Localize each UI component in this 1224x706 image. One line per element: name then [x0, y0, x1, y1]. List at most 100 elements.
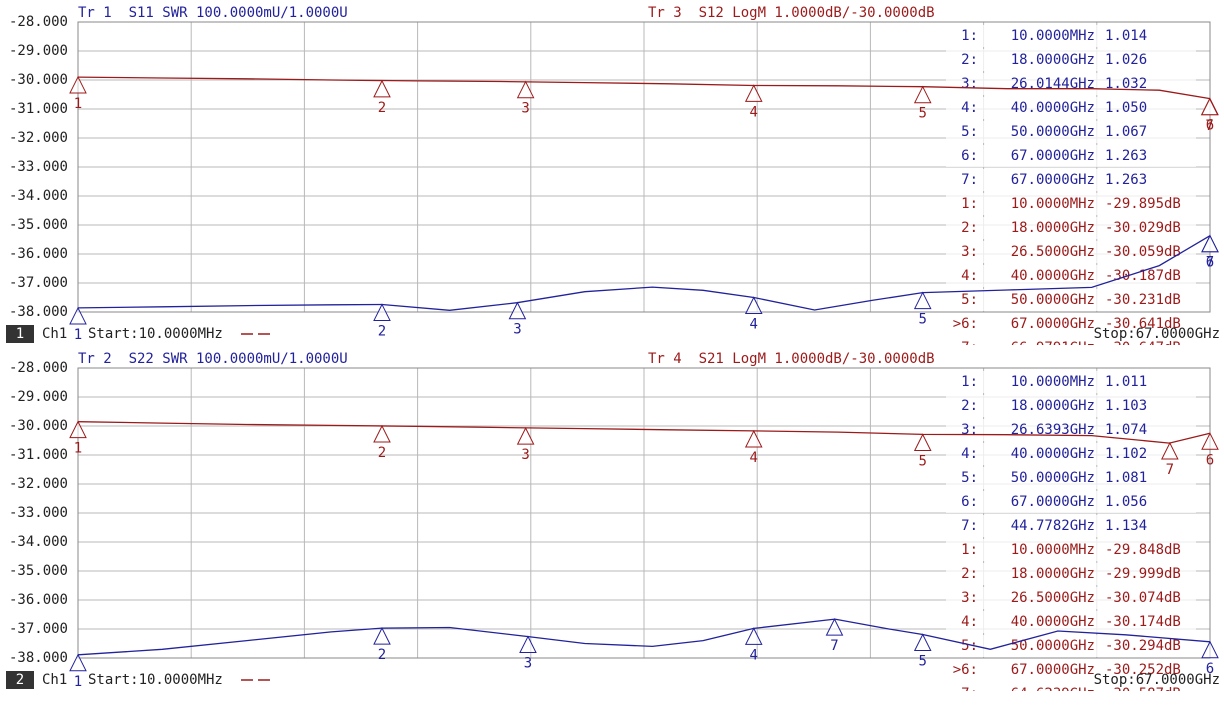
channel-window: -28.000 -29.000 -30.000 -31.000 -32.000 -33.0…: [6, 5, 1220, 345]
table-row-bg: [946, 313, 1196, 335]
marker-value: -30.231dB: [1105, 292, 1181, 308]
marker-value: 1.263: [1105, 148, 1147, 164]
marker-triangle: [69, 653, 87, 672]
window-badge: [6, 325, 34, 343]
table-row-bg: [946, 49, 1196, 71]
table-row-bg: [946, 683, 1196, 691]
marker-index: 7:: [961, 686, 978, 702]
marker-value: 1.074: [1105, 422, 1147, 438]
marker-value: 1.056: [1105, 494, 1147, 510]
table-row-bg: [946, 241, 1196, 263]
marker-frequency: 67.0000GHz: [1011, 148, 1095, 164]
marker-triangle: [69, 420, 87, 439]
marker-value: -30.294dB: [1105, 638, 1181, 654]
y-tick-label: -32.000: [9, 130, 68, 146]
marker-frequency: 50.0000GHz: [1011, 124, 1095, 140]
y-tick-label: -29.000: [9, 43, 68, 59]
marker-triangle: [913, 633, 932, 652]
marker-triangle: [373, 627, 391, 645]
marker-label: 3: [513, 322, 521, 338]
marker-triangle: [516, 80, 535, 99]
marker-index: 4:: [961, 614, 978, 630]
y-tick-label: -28.000: [9, 14, 68, 30]
marker-triangle: [69, 75, 87, 94]
marker-value: -30.074dB: [1105, 590, 1181, 606]
marker-frequency: 64.6239GHz: [1011, 686, 1095, 702]
table-row-bg: [946, 217, 1196, 239]
marker-index: 3:: [961, 422, 978, 438]
marker-value: 1.014: [1105, 28, 1147, 44]
marker-label: 5: [919, 312, 927, 328]
marker-index: 1:: [961, 542, 978, 558]
channel-window: -28.000 -29.000 -30.000 -31.000 -32.000 -33.0…: [6, 351, 1220, 702]
y-tick-label: -30.000: [9, 72, 68, 88]
marker-index: 2:: [961, 398, 978, 414]
trace-header: Tr 1 S11 SWR 100.0000mU/1.0000U: [78, 5, 348, 21]
plot-frame: [77, 21, 1211, 313]
marker-index: 1:: [961, 374, 978, 390]
marker-index: 1:: [961, 196, 978, 212]
marker-frequency: 26.6393GHz: [1011, 422, 1095, 438]
marker-value: -30.641dB: [1105, 316, 1181, 332]
channel-label: Ch1: [42, 326, 67, 342]
marker-frequency: 40.0000GHz: [1011, 614, 1095, 630]
table-row-bg: [946, 563, 1196, 585]
window-number: 1: [16, 326, 24, 342]
y-tick-label: -29.000: [9, 389, 68, 405]
marker-label: 4: [750, 104, 758, 120]
marker-value: 1.103: [1105, 398, 1147, 414]
table-row-bg: [946, 587, 1196, 609]
marker-index: 3:: [961, 590, 978, 606]
marker-label: 7: [1206, 255, 1214, 271]
marker-frequency: 26.5000GHz: [1011, 590, 1095, 606]
trace: [77, 76, 1211, 100]
marker-index: 1:: [961, 28, 978, 44]
marker-frequency: 40.0000GHz: [1011, 268, 1095, 284]
marker-triangle: [913, 291, 932, 310]
y-tick-label: -34.000: [9, 534, 68, 550]
table-row-bg: [946, 193, 1196, 215]
marker-frequency: 40.0000GHz: [1011, 100, 1095, 116]
marker-index: 7:: [961, 518, 978, 534]
marker-label: 1: [74, 327, 82, 343]
marker-label: 2: [378, 100, 386, 116]
marker-triangle: [1161, 441, 1179, 460]
marker-triangle: [744, 429, 763, 448]
trace-header: Tr 4 S21 LogM 1.0000dB/-30.0000dB: [648, 351, 935, 367]
start-frequency: Start:10.0000MHz: [88, 326, 223, 342]
marker-index: >6:: [953, 316, 978, 332]
marker-label: 7: [1205, 118, 1213, 134]
marker-label: 2: [378, 445, 386, 461]
marker-triangle: [913, 85, 932, 104]
marker-value: -29.999dB: [1105, 566, 1181, 582]
table-row-bg: [946, 395, 1196, 417]
y-tick-label: -36.000: [9, 246, 68, 262]
marker-triangle: [373, 79, 391, 98]
marker-table: 1: 10.0000MHz 1.011 2: 18.0000GHz 1.103 3: 26.6…: [946, 371, 1196, 702]
marker-label: 2: [378, 647, 386, 663]
y-tick-label: -32.000: [9, 476, 68, 492]
marker-value: 1.263: [1105, 172, 1147, 188]
table-row-bg: [946, 611, 1196, 633]
marker-frequency: 18.0000GHz: [1011, 566, 1095, 582]
marker-value: -30.174dB: [1105, 614, 1181, 630]
marker-triangle: [913, 433, 932, 452]
marker-frequency: 50.0000GHz: [1011, 292, 1095, 308]
marker-index: >6:: [953, 662, 978, 678]
marker-index: 4:: [961, 100, 978, 116]
marker-triangle: [373, 424, 391, 443]
marker-frequency: 18.0000GHz: [1011, 220, 1095, 236]
marker-label: 4: [750, 647, 758, 663]
marker-label: 7: [1166, 462, 1174, 478]
y-tick-label: -28.000: [9, 360, 68, 376]
trace-header: Tr 2 S22 SWR 100.0000mU/1.0000U: [78, 351, 348, 367]
marker-table: 1: 10.0000MHz 1.014 2: 18.0000GHz 1.026 3: 26.0…: [946, 25, 1196, 345]
marker-triangle: [519, 635, 537, 654]
table-row-bg: [946, 635, 1196, 657]
marker-label: 4: [750, 317, 758, 333]
marker-index: 5:: [961, 292, 978, 308]
marker-value: -30.252dB: [1105, 662, 1181, 678]
marker-value: -30.029dB: [1105, 220, 1181, 236]
table-row-bg: [946, 97, 1196, 119]
marker-index: 2:: [961, 566, 978, 582]
